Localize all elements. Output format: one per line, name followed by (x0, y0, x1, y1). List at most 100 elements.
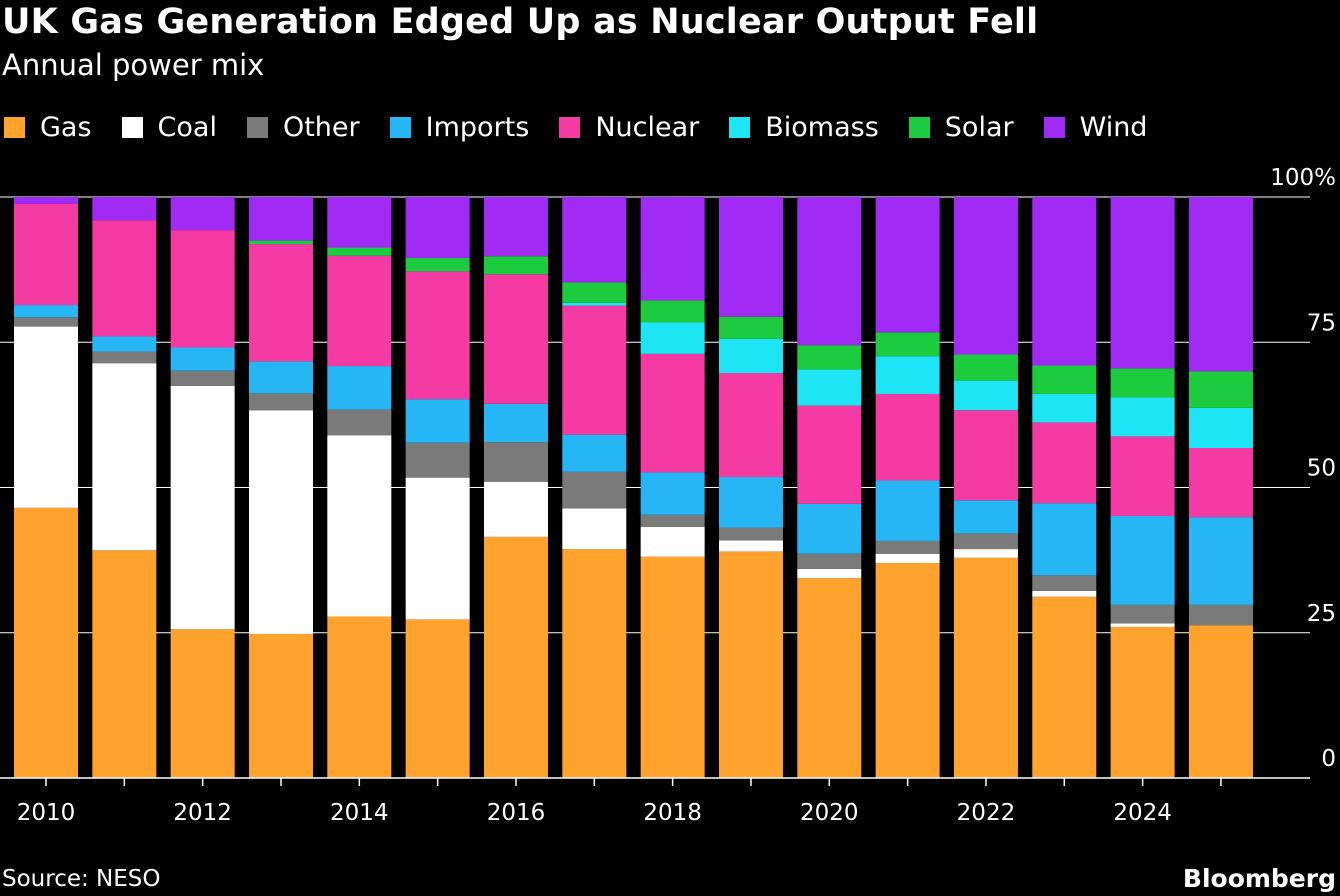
bar-segment-imports-2019 (718, 477, 783, 528)
bar-segment-gas-2020 (797, 578, 862, 778)
x-tick-label: 2016 (487, 800, 546, 826)
bar-segment-biomass-2022 (953, 380, 1018, 411)
bar-segment-wind-2010 (14, 197, 78, 204)
bar-segment-solar-2020 (797, 345, 862, 370)
x-tick-label: 2024 (1113, 800, 1172, 826)
legend-item-wind: Wind (1043, 111, 1148, 143)
legend-swatch-coal (121, 116, 143, 138)
y-tick-label: 75 (1307, 310, 1336, 336)
legend-item-biomass: Biomass (729, 112, 879, 143)
bar-segment-imports-2021 (875, 480, 940, 541)
bar-segment-gas-2018 (640, 556, 705, 778)
legend-label: Gas (40, 111, 92, 143)
bar-segment-imports-2010 (14, 305, 78, 318)
bar-segment-gas-2012 (170, 629, 235, 778)
bar-segment-wind-2023 (1032, 197, 1097, 366)
bar-segment-wind-2020 (797, 197, 862, 346)
bar-segment-nuclear-2025 (1188, 447, 1253, 518)
bar-segment-coal-2023 (1032, 590, 1097, 597)
legend-label: Coal (157, 111, 217, 143)
x-tick-label: 2014 (330, 800, 389, 826)
bar-segment-biomass-2017 (562, 302, 627, 306)
bar-segment-nuclear-2024 (1110, 436, 1175, 516)
bar-segment-coal-2018 (640, 527, 705, 557)
legend-label: Wind (1079, 111, 1148, 143)
legend-item-solar: Solar (908, 111, 1014, 143)
bar-segment-biomass-2019 (718, 338, 783, 374)
bar-segment-gas-2011 (92, 550, 157, 778)
bar-segment-wind-2018 (640, 197, 705, 301)
bar-segment-solar-2018 (640, 300, 705, 323)
bar-segment-gas-2025 (1188, 625, 1253, 778)
y-tick-label: 0 (1321, 746, 1336, 772)
bar-segment-imports-2015 (405, 399, 470, 443)
legend-label: Solar (944, 111, 1014, 143)
chart-legend: Gas Coal Other Imports Nuclear Biomass Solar Wi… (4, 110, 1177, 144)
bar-segment-solar-2022 (953, 354, 1018, 381)
bar-segment-imports-2012 (170, 347, 235, 371)
legend-label: Other (282, 111, 360, 143)
legend-item-nuclear: Nuclear (559, 112, 699, 143)
bar-segment-solar-2017 (562, 282, 627, 303)
bar-segment-other-2018 (640, 514, 705, 528)
source-note: Source: NESO (2, 866, 161, 892)
bar-segment-biomass-2024 (1110, 397, 1175, 437)
bar-segment-other-2014 (327, 409, 392, 436)
chart-subtitle: Annual power mix (2, 48, 265, 82)
bar-segment-biomass-2025 (1188, 407, 1253, 448)
bar-segment-coal-2010 (14, 326, 78, 508)
bar-segment-gas-2021 (875, 563, 940, 778)
bar-segment-solar-2025 (1188, 371, 1253, 408)
bar-segment-solar-2023 (1032, 365, 1097, 394)
bar-segment-gas-2015 (405, 619, 470, 778)
bar-segment-gas-2017 (562, 549, 627, 778)
bar-segment-nuclear-2013 (248, 244, 313, 362)
bar-segment-other-2023 (1032, 575, 1097, 591)
bar-segment-nuclear-2015 (405, 271, 470, 400)
bar-segment-imports-2018 (640, 472, 705, 515)
legend-swatch-biomass (729, 116, 751, 138)
bar-segment-nuclear-2012 (170, 230, 235, 348)
bar-segment-wind-2016 (483, 197, 548, 257)
legend-item-other: Other (246, 111, 360, 143)
bar-segment-nuclear-2021 (875, 393, 940, 481)
bar-segment-other-2011 (92, 351, 157, 364)
bar-segment-other-2015 (405, 442, 470, 478)
bar-segment-gas-2019 (718, 551, 783, 778)
bar-segment-nuclear-2018 (640, 353, 705, 473)
bar-segment-wind-2025 (1188, 197, 1253, 372)
bar-segment-coal-2016 (483, 481, 548, 537)
bar-segment-other-2019 (718, 527, 783, 541)
bar-segment-other-2024 (1110, 604, 1175, 624)
x-tick-label: 2012 (173, 800, 232, 826)
bar-segment-wind-2019 (718, 197, 783, 317)
bar-segment-coal-2015 (405, 477, 470, 620)
x-tick-label: 2020 (800, 800, 859, 826)
legend-swatch-wind (1043, 116, 1065, 138)
bar-segment-gas-2014 (327, 616, 392, 778)
bar-segment-imports-2020 (797, 503, 862, 554)
bar-segment-wind-2015 (405, 197, 470, 258)
bar-segment-imports-2016 (483, 403, 548, 443)
bar-segment-nuclear-2022 (953, 410, 1018, 501)
bar-segment-biomass-2020 (797, 369, 862, 406)
bar-segment-solar-2019 (718, 316, 783, 339)
legend-swatch-solar (908, 116, 930, 138)
bar-segment-coal-2014 (327, 435, 392, 617)
bar-segment-wind-2024 (1110, 197, 1175, 369)
bar-segment-solar-2014 (327, 247, 392, 256)
bar-segment-coal-2024 (1110, 623, 1175, 627)
legend-label: Biomass (765, 111, 879, 143)
bar-segment-other-2016 (483, 442, 548, 482)
x-tick-label: 2018 (643, 800, 702, 826)
bar-segment-solar-2021 (875, 332, 940, 357)
legend-swatch-imports (389, 116, 411, 138)
chart-title: UK Gas Generation Edged Up as Nuclear Ou… (2, 2, 1039, 42)
bar-segment-imports-2011 (92, 336, 157, 352)
bar-segment-wind-2013 (248, 197, 313, 241)
bar-segment-biomass-2023 (1032, 393, 1097, 423)
bar-segment-coal-2021 (875, 553, 940, 564)
x-tick-label: 2022 (957, 800, 1016, 826)
bar-segment-imports-2022 (953, 500, 1018, 534)
bar-segment-wind-2022 (953, 197, 1018, 355)
